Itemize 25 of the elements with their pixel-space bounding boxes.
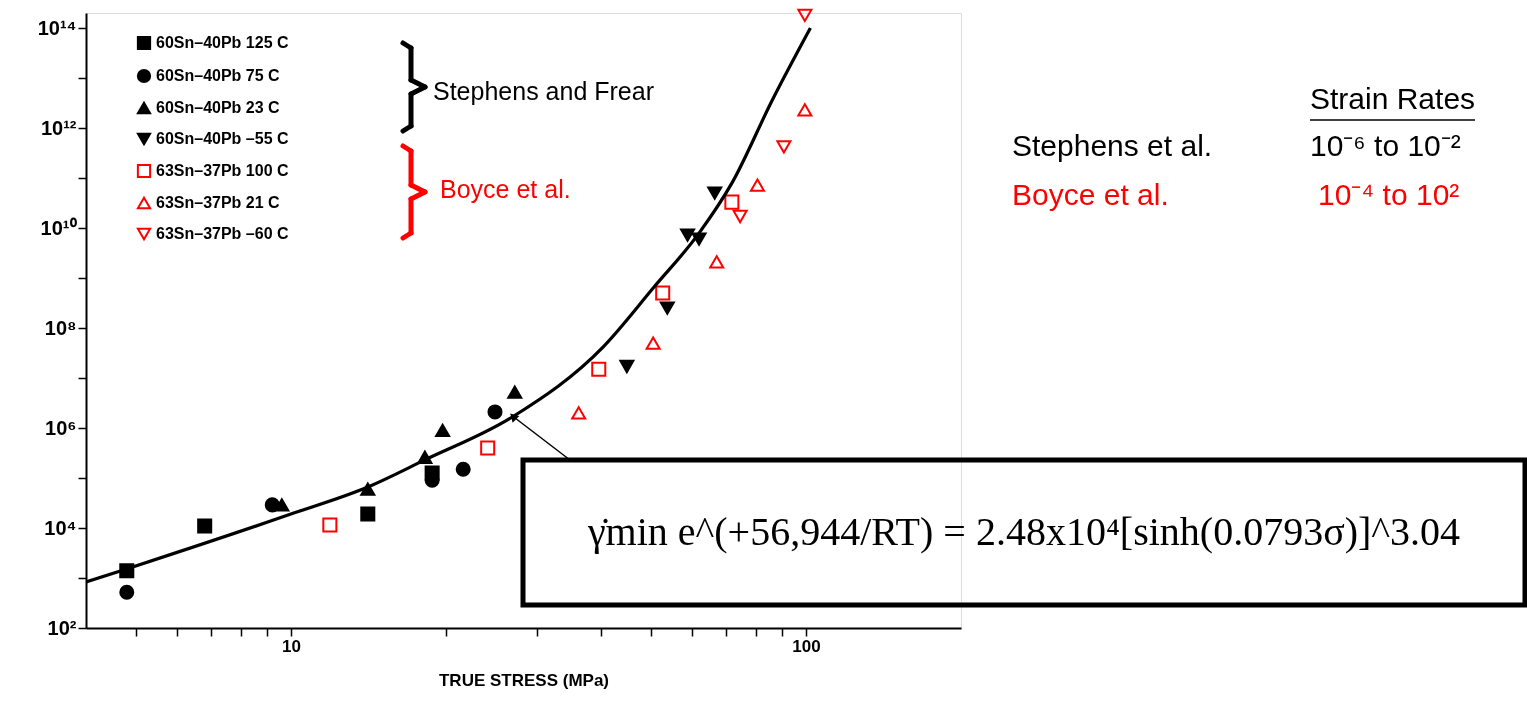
x-axis-title: TRUE STRESS (MPa) — [438, 670, 610, 690]
text: Strain Rates — [1310, 82, 1476, 115]
y-tick-label: 10² — [47, 616, 77, 639]
legend-label: 60Sn–40Pb 125 C — [156, 34, 289, 51]
legend-label: 63Sn–37Pb 100 C — [156, 162, 289, 179]
y-tick-label: 10¹⁴ — [37, 16, 77, 39]
legend-label: 60Sn–40Pb 23 C — [156, 99, 281, 116]
annotation: Boyce et al. — [440, 175, 571, 203]
annotation: γ̇min e^(+56,944/RT) = 2.48x10⁴[sinh(0.0793σ)]^3.04 — [586, 508, 1461, 554]
annotation: Stephens and Frear — [433, 77, 654, 105]
y-tick-label: 10¹⁰ — [40, 216, 77, 239]
x-tick-label: 100 — [792, 636, 821, 656]
text: 10⁻⁴ to 10² — [1318, 178, 1460, 211]
text: 10⁻⁶ to 10⁻² — [1310, 129, 1461, 162]
y-tick-label: 10⁸ — [44, 316, 77, 339]
legend-label: 63Sn–37Pb 21 C — [156, 194, 281, 211]
text: Stephens et al. — [1012, 129, 1213, 162]
text: Boyce et al. — [1012, 178, 1169, 211]
x-tick-label: 10 — [281, 636, 301, 656]
y-tick-label: 10⁴ — [44, 516, 77, 539]
y-tick-label: 10⁶ — [45, 416, 77, 439]
legend-label: 63Sn–37Pb –60 C — [156, 225, 289, 242]
y-tick-label: 10¹² — [40, 116, 77, 139]
legend-label: 60Sn–40Pb 75 C — [156, 67, 281, 84]
legend-label: 60Sn–40Pb –55 C — [156, 130, 289, 147]
